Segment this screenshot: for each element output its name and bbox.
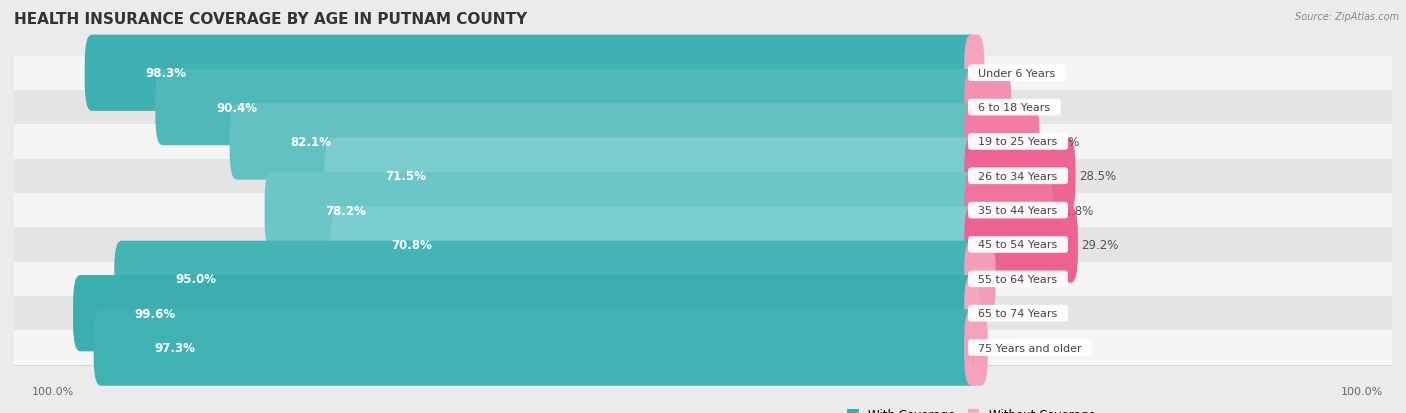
Text: 98.3%: 98.3%: [146, 67, 187, 80]
Text: 90.4%: 90.4%: [217, 101, 257, 114]
FancyBboxPatch shape: [73, 275, 979, 351]
FancyBboxPatch shape: [264, 173, 979, 249]
Text: 82.1%: 82.1%: [291, 135, 332, 149]
FancyBboxPatch shape: [84, 36, 979, 112]
Text: Source: ZipAtlas.com: Source: ZipAtlas.com: [1295, 12, 1399, 22]
Text: 75 Years and older: 75 Years and older: [972, 343, 1090, 353]
Text: 26 to 34 Years: 26 to 34 Years: [972, 171, 1064, 181]
Legend: With Coverage, Without Coverage: With Coverage, Without Coverage: [842, 404, 1101, 413]
Text: 19 to 25 Years: 19 to 25 Years: [972, 137, 1064, 147]
FancyBboxPatch shape: [965, 36, 984, 112]
FancyBboxPatch shape: [14, 125, 1392, 159]
Text: 70.8%: 70.8%: [392, 238, 433, 252]
FancyBboxPatch shape: [965, 104, 1039, 180]
FancyBboxPatch shape: [330, 207, 979, 283]
Text: 0.4%: 0.4%: [984, 307, 1014, 320]
FancyBboxPatch shape: [14, 228, 1392, 262]
Text: 35 to 44 Years: 35 to 44 Years: [972, 206, 1064, 216]
Text: 2.7%: 2.7%: [991, 341, 1021, 354]
Text: 9.6%: 9.6%: [1015, 101, 1045, 114]
FancyBboxPatch shape: [14, 296, 1392, 330]
FancyBboxPatch shape: [965, 310, 988, 386]
FancyBboxPatch shape: [965, 241, 995, 317]
Text: 100.0%: 100.0%: [1341, 386, 1384, 396]
FancyBboxPatch shape: [229, 104, 979, 180]
Text: 45 to 54 Years: 45 to 54 Years: [972, 240, 1064, 250]
Text: 65 to 74 Years: 65 to 74 Years: [972, 309, 1064, 318]
Text: 97.3%: 97.3%: [155, 341, 195, 354]
Text: 21.8%: 21.8%: [1056, 204, 1094, 217]
FancyBboxPatch shape: [114, 241, 979, 317]
FancyBboxPatch shape: [965, 207, 1078, 283]
FancyBboxPatch shape: [325, 138, 979, 214]
FancyBboxPatch shape: [965, 275, 980, 351]
FancyBboxPatch shape: [14, 57, 1392, 91]
FancyBboxPatch shape: [14, 159, 1392, 194]
Text: 95.0%: 95.0%: [176, 273, 217, 286]
Text: 55 to 64 Years: 55 to 64 Years: [972, 274, 1064, 284]
Text: 29.2%: 29.2%: [1081, 238, 1119, 252]
FancyBboxPatch shape: [965, 138, 1076, 214]
FancyBboxPatch shape: [14, 194, 1392, 228]
FancyBboxPatch shape: [14, 262, 1392, 296]
Text: 1.7%: 1.7%: [988, 67, 1018, 80]
Text: 17.9%: 17.9%: [1043, 135, 1080, 149]
FancyBboxPatch shape: [14, 330, 1392, 365]
Text: 71.5%: 71.5%: [385, 170, 426, 183]
Text: 78.2%: 78.2%: [325, 204, 367, 217]
FancyBboxPatch shape: [14, 91, 1392, 125]
Text: 6 to 18 Years: 6 to 18 Years: [972, 103, 1057, 113]
Text: 99.6%: 99.6%: [134, 307, 176, 320]
Text: 28.5%: 28.5%: [1078, 170, 1116, 183]
Text: 5.0%: 5.0%: [1000, 273, 1029, 286]
Text: HEALTH INSURANCE COVERAGE BY AGE IN PUTNAM COUNTY: HEALTH INSURANCE COVERAGE BY AGE IN PUTN…: [14, 12, 527, 27]
FancyBboxPatch shape: [156, 70, 979, 146]
FancyBboxPatch shape: [965, 173, 1053, 249]
Text: 100.0%: 100.0%: [32, 386, 75, 396]
FancyBboxPatch shape: [94, 310, 979, 386]
Text: Under 6 Years: Under 6 Years: [972, 69, 1063, 78]
FancyBboxPatch shape: [965, 70, 1011, 146]
